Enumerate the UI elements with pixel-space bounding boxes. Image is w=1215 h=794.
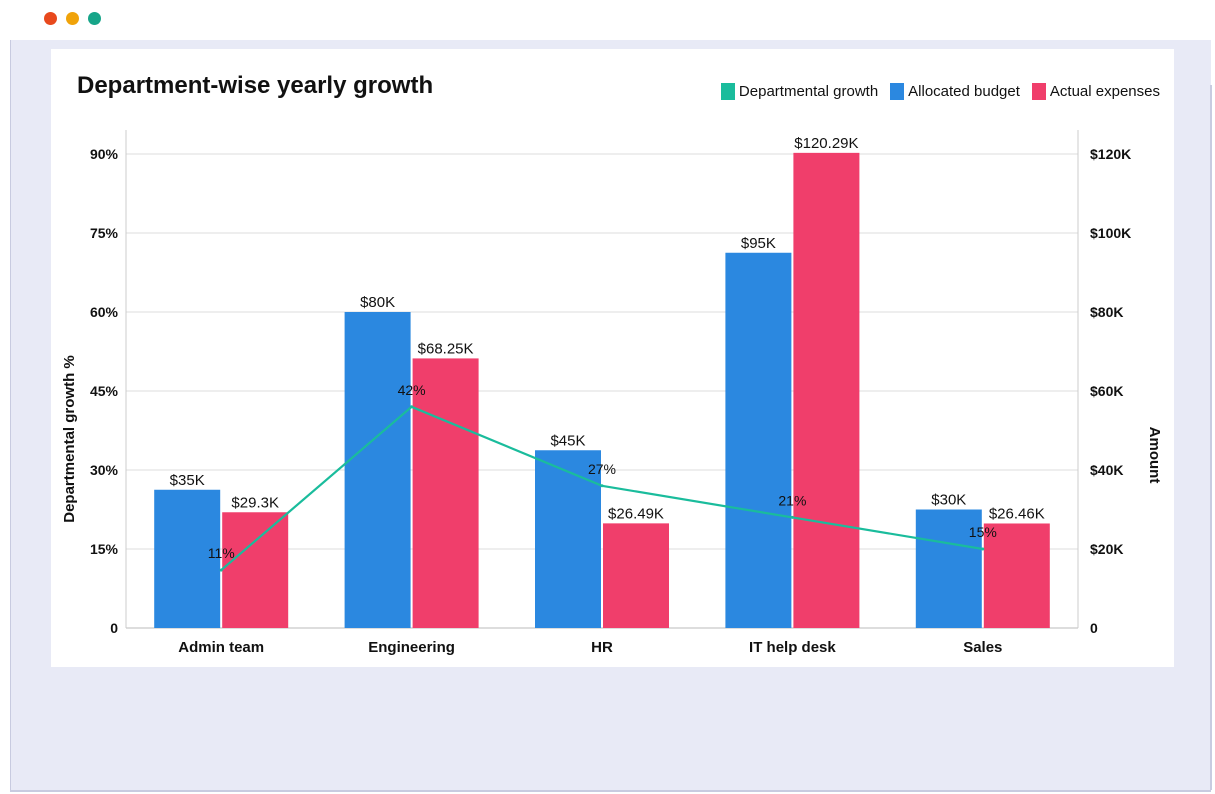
chart-title: Department-wise yearly growth: [77, 72, 434, 99]
data-label-departmental-growth: 42%: [398, 382, 426, 398]
bar-allocated-budget: [915, 509, 982, 628]
y2-tick-label: $120K: [1090, 146, 1131, 162]
data-label-allocated-budget: $80K: [360, 294, 395, 311]
legend-item-allocated-budget[interactable]: Allocated budget: [890, 83, 1020, 100]
line-departmental-growth: [220, 405, 983, 571]
data-label-allocated-budget: $95K: [741, 235, 776, 252]
legend-item-departmental-growth[interactable]: Departmental growth: [720, 83, 879, 100]
x-tick-label: Engineering: [368, 639, 455, 656]
bar-actual-expenses: [983, 523, 1050, 628]
data-label-actual-expenses: $26.46K: [989, 505, 1045, 522]
data-label-actual-expenses: $29.3K: [231, 494, 279, 511]
bar-actual-expenses: [412, 358, 479, 628]
x-tick-label: Sales: [963, 639, 1002, 656]
bar-actual-expenses: [793, 152, 860, 629]
data-label-departmental-growth: 15%: [969, 524, 997, 540]
y-tick-label: 90%: [90, 146, 119, 162]
point-departmental-growth: [410, 405, 414, 409]
legend-swatch-actual-expenses: [1031, 83, 1046, 100]
bar-actual-expenses: [603, 523, 669, 628]
legend-label-actual-expenses: Actual expenses: [1049, 83, 1160, 100]
y-tick-label: 0: [110, 620, 118, 636]
y2-axis-title: Amount: [1146, 427, 1163, 484]
window-controls: [44, 12, 101, 25]
y-tick-label: 45%: [90, 383, 119, 399]
bar-allocated-budget: [725, 252, 792, 628]
y-tick-label: 75%: [90, 225, 119, 241]
panel-edge: [1210, 85, 1212, 790]
bar-actual-expenses: [222, 512, 289, 628]
x-tick-label: IT help desk: [749, 639, 836, 656]
data-label-actual-expenses: $68.25K: [418, 340, 474, 357]
y2-tick-label: $20K: [1090, 541, 1123, 557]
data-label-actual-expenses: $120.29K: [794, 135, 858, 152]
y-tick-label: 15%: [90, 541, 119, 557]
minimize-window-icon[interactable]: [66, 12, 79, 25]
y2-tick-label: $60K: [1090, 383, 1123, 399]
y2-tick-label: $100K: [1090, 225, 1131, 241]
y2-tick-label: $40K: [1090, 462, 1123, 478]
data-label-actual-expenses: $26.49K: [608, 505, 664, 522]
chart-legend: Departmental growth Allocated budget Act…: [720, 83, 1160, 100]
point-departmental-growth: [981, 547, 985, 551]
point-departmental-growth: [600, 484, 604, 488]
legend-label-allocated-budget: Allocated budget: [908, 83, 1020, 100]
data-label-departmental-growth: 11%: [208, 545, 235, 561]
x-tick-label: HR: [591, 639, 613, 656]
y-tick-label: 60%: [90, 304, 119, 320]
data-label-allocated-budget: $45K: [550, 432, 585, 449]
legend-swatch-departmental-growth: [720, 83, 735, 100]
maximize-window-icon[interactable]: [88, 12, 101, 25]
x-tick-label: Admin team: [178, 639, 264, 656]
legend-item-actual-expenses[interactable]: Actual expenses: [1031, 83, 1160, 100]
close-window-icon[interactable]: [44, 12, 57, 25]
y2-tick-label: $80K: [1090, 304, 1123, 320]
data-label-departmental-growth: 27%: [588, 461, 616, 477]
y-axis-title: Departmental growth %: [61, 355, 78, 523]
point-departmental-growth: [790, 515, 794, 519]
y-tick-label: 30%: [90, 462, 119, 478]
legend-label-departmental-growth: Departmental growth: [738, 83, 879, 100]
bar-allocated-budget: [535, 450, 601, 628]
bar-allocated-budget: [154, 489, 221, 628]
bar-allocated-budget: [344, 312, 411, 628]
legend-swatch-allocated-budget: [890, 83, 905, 100]
point-departmental-growth: [219, 568, 223, 572]
y2-tick-label: 0: [1090, 620, 1098, 636]
data-label-departmental-growth: 21%: [778, 492, 806, 508]
data-label-allocated-budget: $35K: [170, 472, 205, 489]
data-label-allocated-budget: $30K: [931, 492, 966, 509]
